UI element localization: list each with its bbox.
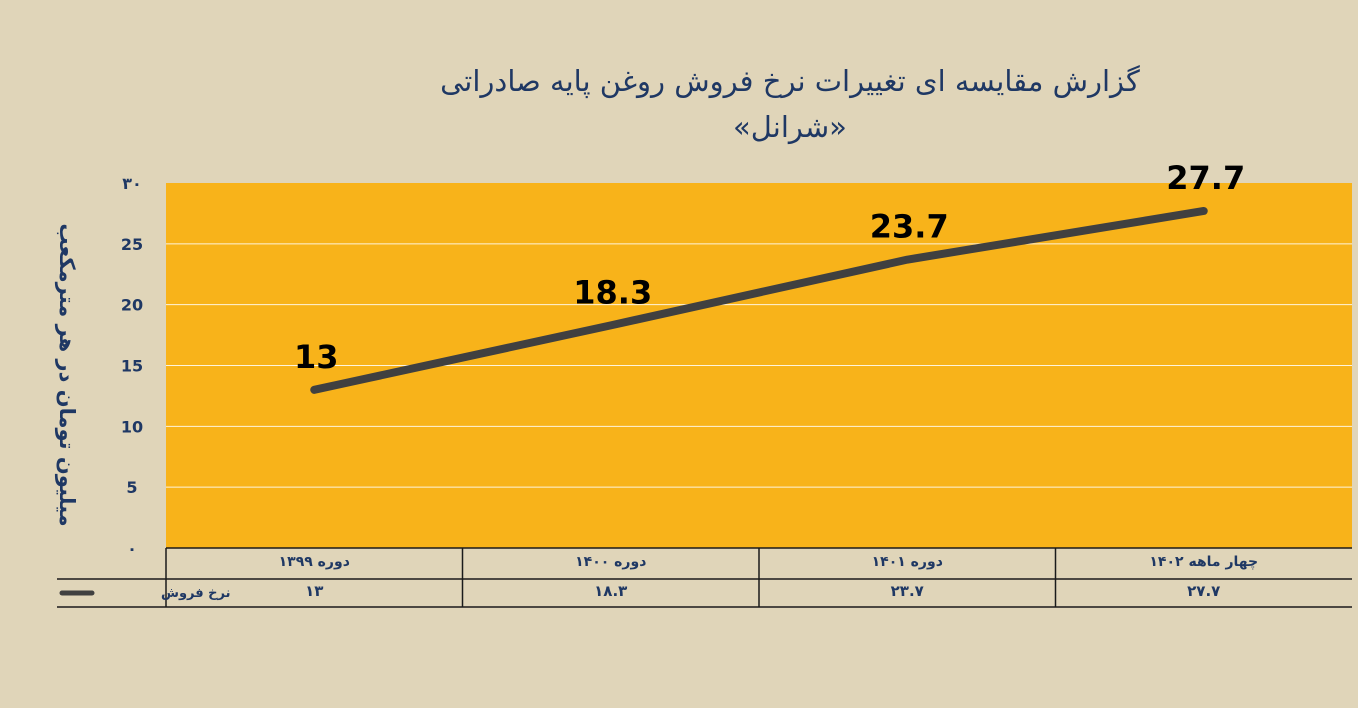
table-cell: ۲۷.۷: [1187, 582, 1220, 600]
series-line: [310, 206, 1208, 394]
table-cell: ۱۸.۳: [594, 582, 627, 600]
y-tick-label: 20: [121, 296, 143, 315]
y-tick-label: ۳۰: [122, 174, 142, 193]
y-tick-label: ۰: [127, 539, 137, 558]
table-cell: ۱۳: [305, 582, 323, 600]
legend-label: نرخ فروش: [161, 586, 230, 601]
y-tick-label: 10: [121, 417, 143, 436]
table-cell: ۲۳.۷: [891, 582, 924, 600]
y-tick-label: 5: [126, 478, 137, 497]
x-category-label: دوره ۱۳۹۹: [279, 554, 350, 570]
data-label: 27.7: [1166, 159, 1245, 197]
x-category-label: دوره ۱۴۰۱: [872, 554, 943, 570]
data-label: 23.7: [870, 208, 949, 246]
chart-title: گزارش مقایسه ای تغییرات نرخ فروش روغن پا…: [440, 64, 1140, 144]
data-label: 18.3: [573, 273, 652, 311]
y-tick-label: 25: [121, 235, 143, 254]
x-category-label: چهار ماهه ۱۴۰۲: [1149, 554, 1258, 570]
y-tick-label: 15: [121, 357, 143, 376]
data-label: 13: [294, 338, 339, 376]
x-category-label: دوره ۱۴۰۰: [575, 554, 646, 570]
